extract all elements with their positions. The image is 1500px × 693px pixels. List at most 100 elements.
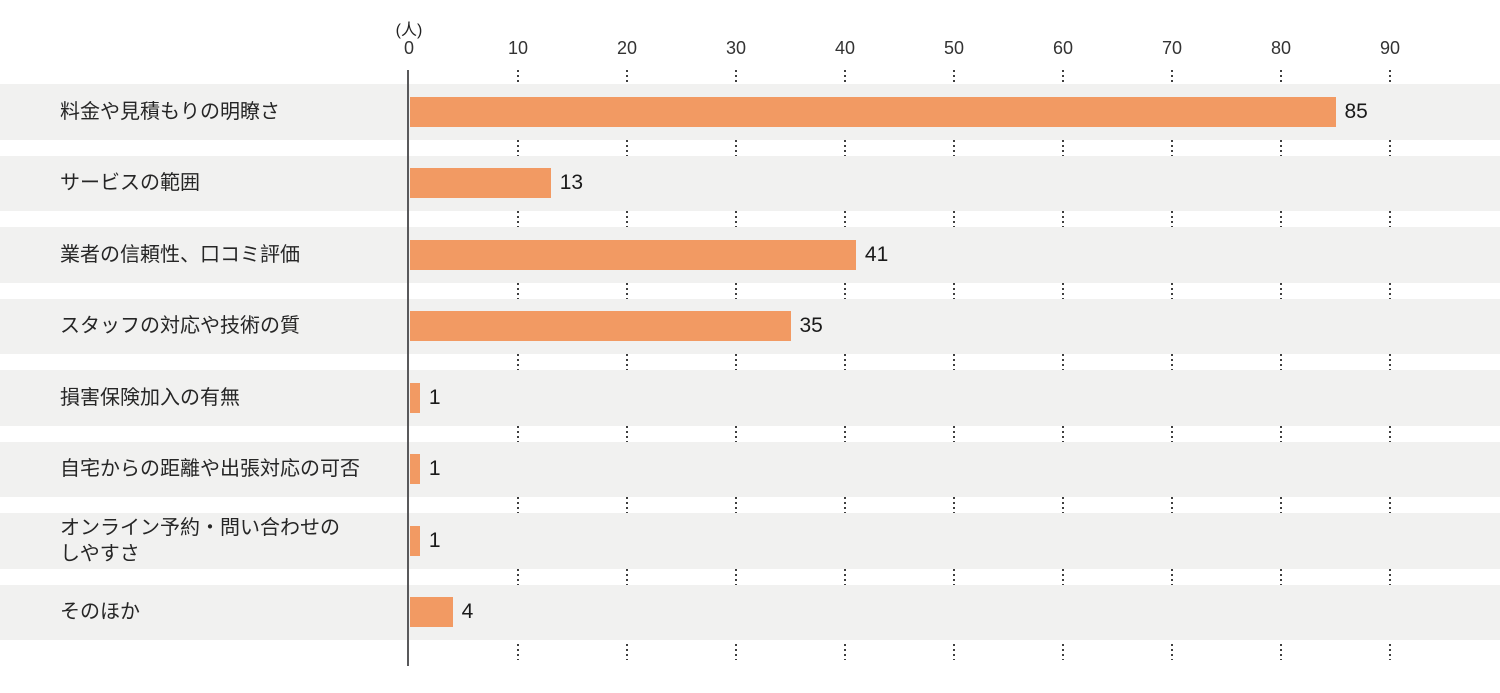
category-label: 自宅からの距離や出張対応の可否 — [60, 458, 360, 481]
tick-mark — [1062, 497, 1064, 513]
tick-mark — [953, 497, 955, 513]
x-axis-tick-label: 90 — [1379, 38, 1401, 58]
category-label: サービスの範囲 — [60, 172, 200, 195]
tick-mark — [953, 139, 955, 156]
tick-mark — [1280, 211, 1282, 227]
tick-mark — [626, 497, 628, 513]
tick-mark — [735, 139, 737, 156]
tick-mark — [1171, 497, 1173, 513]
tick-mark — [1389, 354, 1391, 370]
bar — [410, 382, 420, 413]
tick-mark — [517, 425, 519, 442]
tick-mark — [735, 644, 737, 660]
tick-mark — [735, 354, 737, 370]
category-label: 業者の信頼性、口コミ評価 — [60, 243, 300, 266]
tick-mark — [953, 211, 955, 227]
tick-mark — [517, 70, 519, 84]
tick-mark — [626, 644, 628, 660]
tick-mark — [1280, 497, 1282, 513]
tick-mark — [953, 644, 955, 660]
tick-mark — [1062, 282, 1064, 299]
tick-mark — [844, 211, 846, 227]
gridline-tick-strip — [0, 70, 1500, 84]
tick-mark — [1062, 425, 1064, 442]
bar-value-label: 41 — [864, 242, 889, 266]
tick-mark — [1171, 644, 1173, 660]
tick-mark — [844, 139, 846, 156]
tick-mark — [1280, 354, 1282, 370]
tick-mark — [1389, 70, 1391, 84]
tick-mark — [844, 425, 846, 442]
tick-mark — [1171, 282, 1173, 299]
category-label: 損害保険加入の有無 — [60, 386, 240, 409]
bar — [410, 168, 551, 199]
gridline-tick-strip — [0, 644, 1500, 660]
tick-mark — [844, 497, 846, 513]
gridline-tick-strip — [0, 497, 1500, 513]
x-axis-tick-label: 60 — [1052, 38, 1074, 58]
bar — [410, 597, 453, 628]
tick-mark — [735, 70, 737, 84]
tick-mark — [626, 354, 628, 370]
tick-mark — [953, 354, 955, 370]
tick-mark — [844, 568, 846, 585]
bar — [410, 454, 420, 485]
x-axis-tick-label: 70 — [1161, 38, 1183, 58]
bar — [410, 96, 1336, 127]
tick-mark — [1062, 211, 1064, 227]
x-axis-unit-label: (人) — [395, 22, 423, 39]
category-label: オンライン予約・問い合わせの しやすさ — [60, 516, 340, 565]
gridline-tick-strip — [0, 354, 1500, 370]
gridline-tick-strip — [0, 568, 1500, 585]
bar — [410, 525, 420, 556]
tick-mark — [844, 644, 846, 660]
tick-mark — [953, 425, 955, 442]
tick-mark — [1062, 568, 1064, 585]
tick-mark — [953, 568, 955, 585]
tick-mark — [517, 497, 519, 513]
tick-mark — [1280, 70, 1282, 84]
tick-mark — [1171, 568, 1173, 585]
tick-mark — [1062, 70, 1064, 84]
tick-mark — [626, 425, 628, 442]
tick-mark — [517, 139, 519, 156]
tick-mark — [1171, 139, 1173, 156]
bar-value-label: 35 — [799, 314, 823, 338]
gridline-tick-strip — [0, 139, 1500, 156]
tick-mark — [1389, 497, 1391, 513]
x-axis-tick-label: 50 — [943, 38, 965, 58]
bar — [410, 239, 856, 270]
tick-mark — [1389, 568, 1391, 585]
tick-mark — [517, 644, 519, 660]
tick-mark — [517, 568, 519, 585]
tick-mark — [1280, 139, 1282, 156]
y-axis-line — [407, 70, 409, 666]
tick-mark — [1171, 425, 1173, 442]
tick-mark — [844, 354, 846, 370]
tick-mark — [1280, 425, 1282, 442]
x-axis-tick-label: 20 — [616, 38, 638, 58]
tick-mark — [1389, 282, 1391, 299]
tick-mark — [1171, 70, 1173, 84]
tick-mark — [953, 282, 955, 299]
gridline-tick-strip — [0, 282, 1500, 299]
tick-mark — [1280, 644, 1282, 660]
tick-mark — [517, 211, 519, 227]
x-axis-tick-label: 80 — [1270, 38, 1292, 58]
bar-value-label: 13 — [559, 171, 584, 195]
tick-mark — [844, 282, 846, 299]
x-axis-tick-label: 10 — [507, 38, 529, 58]
bar-value-label: 1 — [428, 528, 441, 552]
tick-mark — [626, 70, 628, 84]
tick-mark — [844, 70, 846, 84]
tick-mark — [1389, 211, 1391, 227]
tick-mark — [1171, 354, 1173, 370]
tick-mark — [626, 139, 628, 156]
tick-mark — [735, 568, 737, 585]
category-label: 料金や見積もりの明瞭さ — [60, 100, 280, 123]
tick-mark — [1389, 644, 1391, 660]
category-label: スタッフの対応や技術の質 — [60, 315, 300, 338]
gridline-tick-strip — [0, 425, 1500, 442]
x-axis-tick-label: 40 — [834, 38, 856, 58]
